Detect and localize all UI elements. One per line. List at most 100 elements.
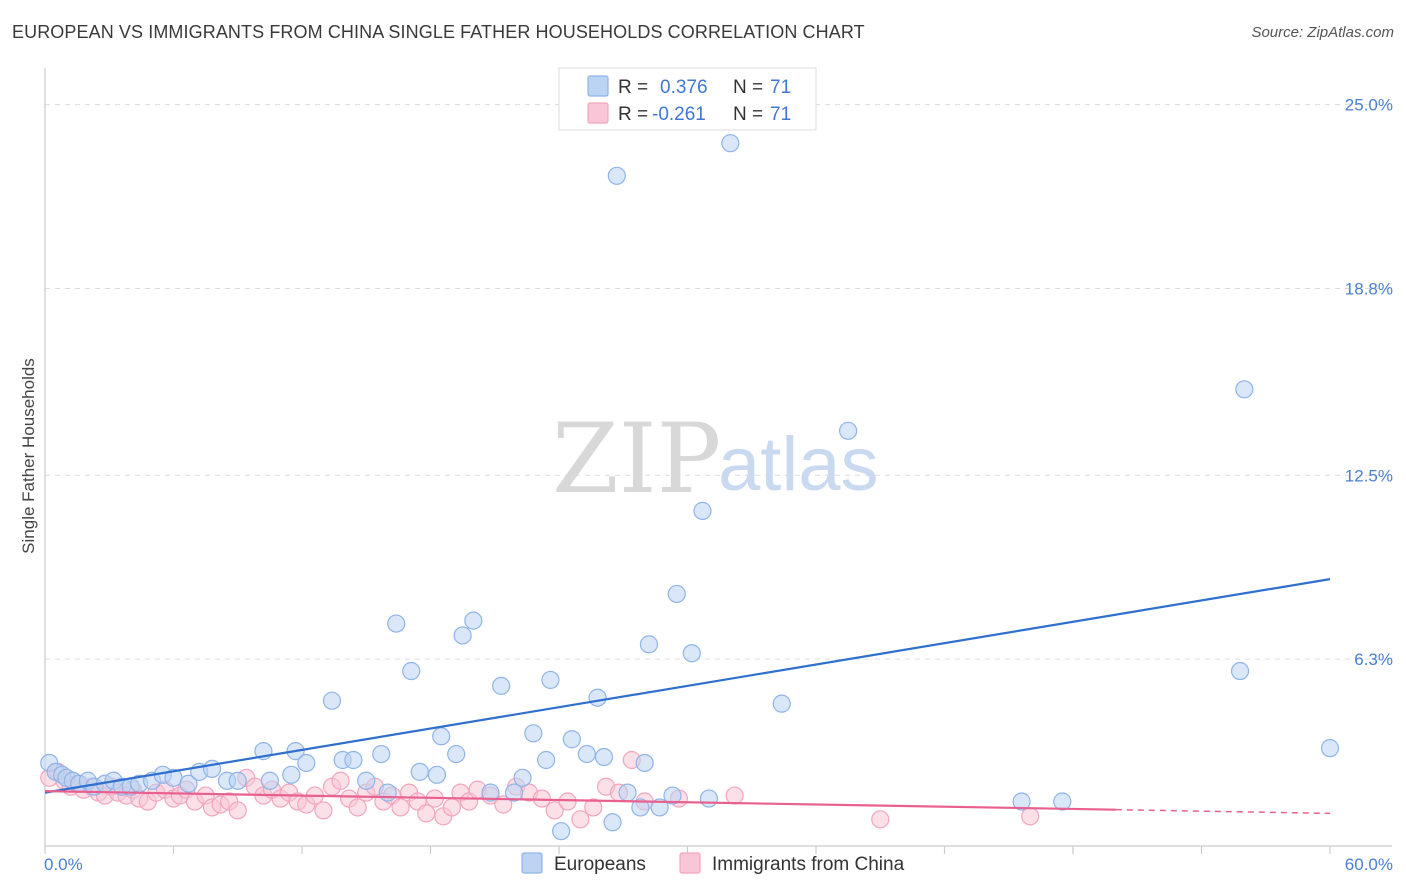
- china-point: [348, 798, 367, 817]
- y-tick-label: 6.3%: [1354, 650, 1393, 669]
- china-point: [558, 792, 577, 811]
- china-point: [871, 810, 890, 829]
- europeans-point: [1235, 380, 1254, 399]
- europeans-point: [588, 688, 607, 707]
- europeans-point: [228, 771, 247, 790]
- europeans-point: [260, 771, 279, 790]
- europeans-point: [639, 635, 659, 654]
- source-credit: Source: ZipAtlas.com: [1251, 24, 1394, 41]
- trend-line-china-extension: [1115, 808, 1331, 815]
- china-point: [725, 786, 744, 805]
- china-point: [571, 810, 590, 829]
- europeans-point: [631, 798, 650, 817]
- trend-line-china: [44, 790, 1116, 811]
- legend-r-value-europeans: 0.376: [660, 77, 708, 98]
- europeans-point: [1053, 792, 1072, 811]
- legend-n-label-europeans: N =: [733, 77, 763, 98]
- europeans-point: [772, 694, 791, 713]
- europeans-point: [541, 670, 560, 690]
- europeans-point: [1012, 792, 1031, 811]
- china-point: [314, 801, 333, 820]
- y-tick-label: 18.8%: [1345, 279, 1393, 298]
- chart-title: EUROPEAN VS IMMIGRANTS FROM CHINA SINGLE…: [12, 22, 865, 42]
- series-legend-label-china: Immigrants from China: [712, 854, 905, 875]
- china-point: [228, 801, 247, 820]
- europeans-point: [663, 786, 682, 805]
- europeans-point: [537, 750, 556, 770]
- europeans-point: [282, 765, 301, 784]
- trend-line-europeans: [44, 578, 1331, 794]
- china-point: [1021, 807, 1040, 826]
- series-legend-swatch-europeans: [521, 852, 543, 874]
- china-point: [417, 804, 436, 823]
- legend-n-value-china: 71: [770, 104, 791, 125]
- europeans-point: [504, 783, 524, 802]
- europeans-point: [699, 789, 719, 808]
- europeans-point: [594, 747, 614, 767]
- legend-swatch-europeans: [587, 75, 609, 97]
- europeans-point: [635, 753, 654, 773]
- china-point: [545, 801, 564, 820]
- x-tick-label: 60.0%: [1345, 855, 1393, 874]
- europeans-point: [682, 644, 701, 663]
- europeans-point: [1230, 661, 1250, 681]
- europeans-point: [378, 783, 397, 802]
- europeans-point: [464, 611, 483, 630]
- europeans-point: [562, 730, 581, 749]
- china-point: [391, 798, 410, 817]
- europeans-point: [322, 691, 342, 710]
- axes: [44, 68, 1392, 854]
- europeans-point: [524, 724, 543, 743]
- europeans-point: [492, 676, 511, 695]
- series-legend-swatch-china: [679, 852, 701, 874]
- legend-n-label-china: N =: [733, 104, 763, 125]
- europeans-point: [603, 813, 622, 832]
- europeans-point: [447, 744, 466, 764]
- y-tick-label: 25.0%: [1345, 96, 1393, 115]
- europeans-point: [179, 774, 198, 793]
- legend-n-value-europeans: 71: [770, 77, 791, 98]
- europeans-point: [693, 501, 712, 520]
- europeans-point: [618, 783, 637, 802]
- europeans-point: [667, 584, 686, 604]
- x-tick-label: 0.0%: [44, 855, 83, 874]
- china-point: [442, 798, 462, 817]
- y-axis-label: Single Father Households: [19, 358, 38, 554]
- series-europeans: [40, 134, 1340, 841]
- y-tick-labels: 6.3% 12.5% 18.8% 25.0%: [1345, 96, 1393, 670]
- europeans-point: [839, 421, 858, 440]
- europeans-point: [1320, 739, 1340, 758]
- legend-swatch-china: [587, 102, 609, 124]
- europeans-point: [427, 765, 447, 784]
- europeans-point: [513, 768, 532, 787]
- europeans-point: [721, 134, 740, 153]
- europeans-point: [387, 614, 406, 633]
- europeans-point: [357, 771, 376, 790]
- europeans-point: [402, 661, 421, 681]
- stats-legend: R = 0.376 N = 71 R = -0.261 N = 71: [558, 67, 817, 131]
- europeans-point: [552, 822, 571, 841]
- legend-r-label-europeans: R =: [618, 77, 648, 98]
- europeans-point: [607, 166, 626, 185]
- europeans-point: [410, 762, 429, 781]
- y-tick-label: 12.5%: [1345, 466, 1393, 485]
- europeans-point: [577, 744, 596, 764]
- x-tick-labels: 0.0% 60.0%: [44, 855, 1393, 874]
- watermark-zip: ZIP: [552, 403, 721, 515]
- watermark: ZIP atlas: [552, 403, 879, 515]
- europeans-point: [297, 753, 316, 773]
- europeans-point: [453, 626, 472, 645]
- series-legend: Europeans Immigrants from China: [521, 852, 905, 875]
- legend-r-label-china: R =: [618, 104, 648, 125]
- europeans-point: [481, 783, 500, 802]
- china-point: [331, 771, 350, 790]
- china-point: [584, 798, 603, 817]
- series-legend-label-europeans: Europeans: [554, 854, 646, 875]
- europeans-point: [432, 727, 451, 746]
- europeans-point: [344, 750, 363, 770]
- europeans-point: [650, 798, 669, 817]
- trend-lines: [44, 578, 1331, 815]
- gridlines: [45, 104, 1392, 660]
- europeans-point: [372, 744, 391, 764]
